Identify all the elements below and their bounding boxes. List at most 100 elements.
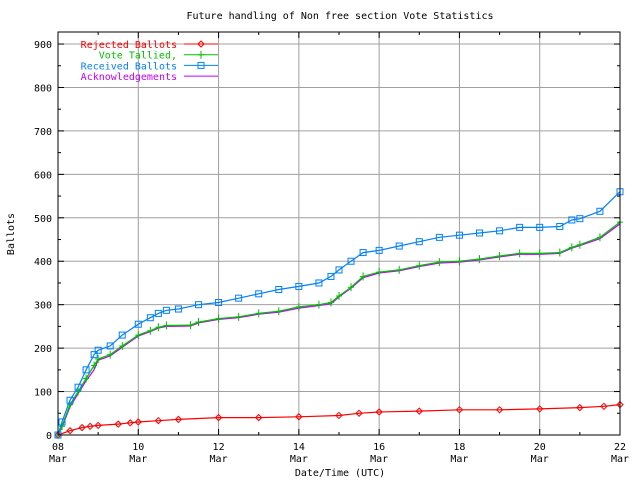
data-point-square bbox=[106, 342, 114, 350]
x-tick-label-month: Mar bbox=[611, 454, 629, 465]
data-point-square bbox=[516, 223, 524, 231]
data-point-square bbox=[235, 294, 243, 302]
data-point-square bbox=[415, 238, 423, 246]
data-point-diamond bbox=[214, 413, 223, 422]
data-point-plus bbox=[275, 307, 282, 316]
data-point-plus bbox=[360, 272, 367, 281]
data-point-diamond bbox=[174, 415, 183, 424]
y-tick-label: 400 bbox=[34, 257, 52, 268]
y-tick-label: 600 bbox=[34, 170, 52, 181]
data-point-square bbox=[255, 290, 263, 298]
data-point-square bbox=[576, 215, 584, 223]
data-point-diamond bbox=[576, 403, 584, 412]
y-tick-label: 200 bbox=[34, 344, 52, 355]
data-point-square bbox=[327, 272, 335, 280]
data-point-plus bbox=[416, 261, 423, 270]
data-point-square bbox=[335, 266, 343, 274]
series-vote-tallied bbox=[55, 218, 623, 439]
data-point-square bbox=[162, 306, 170, 314]
data-point-square bbox=[275, 285, 283, 293]
data-point-square bbox=[197, 61, 205, 69]
data-point-square bbox=[359, 249, 367, 257]
data-point-square bbox=[536, 223, 544, 231]
data-point-plus bbox=[556, 248, 563, 257]
data-point-plus bbox=[91, 361, 98, 370]
y-tick-label: 0 bbox=[46, 431, 52, 442]
x-tick-label-month: Mar bbox=[49, 454, 67, 465]
data-point-diamond bbox=[355, 409, 363, 417]
y-tick-label: 800 bbox=[34, 83, 52, 94]
data-point-plus bbox=[336, 291, 342, 300]
x-tick-label-day: 18 bbox=[453, 442, 465, 453]
data-point-diamond bbox=[255, 413, 263, 422]
data-point-plus bbox=[516, 249, 523, 258]
series-received-ballots bbox=[54, 188, 624, 439]
data-point-diamond bbox=[66, 426, 74, 435]
data-point-plus bbox=[255, 309, 262, 318]
data-point-plus bbox=[119, 341, 126, 350]
data-point-diamond bbox=[600, 402, 608, 411]
data-point-diamond bbox=[616, 400, 624, 409]
series-rejected-ballots bbox=[54, 400, 624, 439]
x-tick-label-day: 12 bbox=[213, 442, 225, 453]
data-point-diamond bbox=[295, 413, 303, 421]
data-point-plus bbox=[198, 50, 204, 59]
data-point-square bbox=[596, 207, 604, 215]
data-point-square bbox=[154, 309, 162, 317]
x-axis-label: Date/Time (UTC) bbox=[295, 468, 385, 479]
data-point-diamond bbox=[536, 405, 544, 413]
data-point-square bbox=[94, 346, 102, 354]
y-tick-label: 500 bbox=[34, 214, 52, 225]
data-point-square bbox=[146, 314, 154, 322]
data-point-plus bbox=[496, 252, 503, 261]
data-point-plus bbox=[327, 298, 334, 307]
data-point-diamond bbox=[126, 419, 134, 427]
data-point-diamond bbox=[154, 416, 163, 425]
series-line bbox=[57, 404, 621, 436]
x-tick-label-month: Mar bbox=[210, 454, 228, 465]
data-point-plus bbox=[107, 350, 114, 359]
data-point-square bbox=[375, 246, 383, 254]
data-point-square bbox=[556, 222, 564, 230]
data-point-square bbox=[90, 351, 98, 359]
series-line bbox=[57, 191, 621, 436]
data-point-plus bbox=[536, 249, 543, 258]
legend-label: Rejected Ballots bbox=[81, 40, 177, 51]
data-point-square bbox=[66, 396, 74, 404]
data-point-diamond bbox=[94, 421, 102, 430]
data-point-plus bbox=[348, 283, 355, 292]
y-tick-label: 300 bbox=[34, 301, 52, 312]
data-point-plus bbox=[135, 331, 142, 340]
x-tick-label-month: Mar bbox=[129, 454, 147, 465]
data-point-square bbox=[82, 366, 90, 374]
data-point-diamond bbox=[134, 418, 142, 426]
legend-label: Received Ballots bbox=[81, 61, 177, 72]
data-point-diamond bbox=[415, 407, 423, 415]
data-point-diamond bbox=[495, 406, 504, 414]
data-point-plus bbox=[576, 240, 583, 249]
x-tick-label-day: 16 bbox=[373, 442, 385, 453]
legend-label: Vote Tallied, bbox=[99, 51, 177, 62]
grid bbox=[58, 32, 620, 435]
y-tick-label: 900 bbox=[34, 40, 52, 51]
data-point-plus bbox=[568, 243, 575, 252]
data-point-square bbox=[455, 231, 463, 239]
x-tick-label-day: 20 bbox=[534, 442, 546, 453]
data-point-square bbox=[74, 383, 82, 391]
data-point-plus bbox=[376, 268, 383, 277]
data-point-diamond bbox=[197, 40, 205, 48]
x-tick-label-month: Mar bbox=[531, 454, 549, 465]
data-point-diamond bbox=[86, 422, 94, 431]
data-point-square bbox=[395, 242, 403, 250]
data-point-square bbox=[195, 301, 202, 309]
series-acknowledgements bbox=[57, 223, 621, 436]
y-tick-label: 700 bbox=[34, 127, 52, 138]
data-point-square bbox=[435, 233, 443, 241]
data-point-square bbox=[496, 227, 504, 235]
data-point-diamond bbox=[78, 423, 86, 432]
data-point-diamond bbox=[114, 420, 122, 428]
data-point-plus bbox=[235, 312, 242, 321]
axes: 010020030040050060070080090008Mar10Mar12… bbox=[34, 32, 629, 465]
data-point-plus bbox=[436, 258, 443, 267]
